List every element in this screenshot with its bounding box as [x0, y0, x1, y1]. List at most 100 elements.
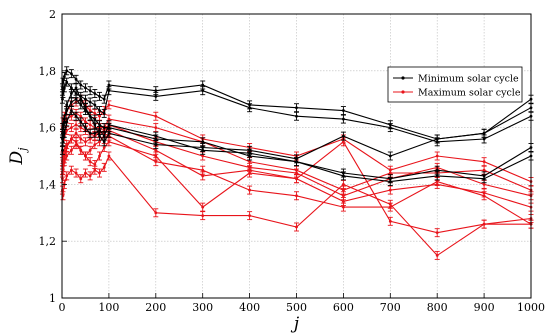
data-point — [295, 160, 298, 164]
x-tick-label: 400 — [239, 301, 260, 314]
y-tick-label: 1,2 — [39, 235, 57, 248]
data-point — [84, 140, 87, 144]
series-11 — [59, 151, 534, 260]
data-point — [482, 177, 486, 181]
data-point — [65, 154, 69, 158]
data-point — [482, 168, 486, 172]
data-point — [98, 140, 101, 144]
data-point — [342, 188, 345, 192]
data-point — [295, 171, 298, 175]
series-layer — [59, 66, 534, 260]
series-10 — [59, 134, 534, 238]
data-point — [69, 72, 73, 76]
data-point — [79, 120, 83, 124]
data-point — [84, 171, 87, 175]
data-point — [69, 168, 73, 172]
data-point — [79, 103, 83, 107]
data-point — [93, 131, 97, 135]
data-point — [88, 109, 92, 112]
data-point — [107, 154, 111, 158]
data-point — [88, 174, 92, 178]
data-point — [342, 183, 345, 186]
data-point — [388, 180, 392, 183]
data-point — [435, 231, 439, 235]
data-point — [98, 114, 101, 118]
data-point — [482, 137, 486, 141]
legend-label-minimum: Minimum solar cycle — [418, 74, 519, 85]
data-point — [342, 134, 345, 138]
data-point — [93, 103, 97, 107]
y-axis-symbol: D — [7, 151, 27, 166]
data-point — [65, 120, 69, 124]
data-point — [69, 137, 73, 141]
data-point — [93, 168, 97, 172]
legend-entry-minimum: Minimum solar cycle — [393, 74, 519, 85]
data-point — [74, 171, 78, 175]
data-point — [93, 163, 97, 166]
data-point — [201, 205, 205, 209]
legend-marker-minimum — [401, 76, 405, 80]
data-point — [102, 134, 106, 138]
data-point — [248, 106, 252, 110]
data-point — [98, 129, 101, 132]
x-axis-title: j — [290, 314, 300, 333]
data-point — [88, 89, 92, 93]
data-point — [482, 194, 486, 198]
data-point — [88, 160, 92, 164]
data-point — [69, 109, 73, 112]
data-point — [154, 137, 158, 141]
data-point — [93, 117, 97, 121]
legend: Minimum solar cycle Maximum solar cycle — [387, 66, 523, 103]
data-point — [201, 174, 205, 178]
data-point — [388, 126, 392, 129]
data-point — [107, 103, 111, 107]
data-point — [74, 92, 78, 95]
data-point — [62, 117, 66, 121]
data-point — [84, 86, 87, 90]
data-point — [154, 94, 158, 98]
data-point — [388, 171, 392, 175]
data-point — [388, 202, 392, 206]
x-tick-label: 600 — [333, 301, 354, 314]
y-tick-label: 1 — [49, 292, 56, 305]
data-point — [84, 154, 87, 158]
x-tick-label: 200 — [145, 301, 166, 314]
data-point — [69, 92, 73, 95]
data-point — [69, 126, 73, 129]
x-tick-label: 700 — [380, 301, 401, 314]
data-point — [98, 94, 101, 98]
legend-marker-maximum — [401, 90, 405, 94]
data-point — [65, 129, 69, 132]
y-tick-label: 1,8 — [39, 65, 57, 78]
ticks-layer: 0 100 200 300 400 500 600 700 800 900 1000 1 1,2 1,4 1… — [39, 8, 546, 314]
data-point — [93, 123, 97, 127]
data-point — [342, 194, 345, 198]
data-point — [107, 126, 111, 129]
data-point — [388, 154, 392, 158]
y-tick-label: 2 — [49, 8, 56, 21]
data-point — [65, 174, 69, 178]
data-point — [248, 188, 252, 192]
data-point — [342, 205, 345, 209]
data-point — [69, 100, 73, 104]
data-point — [248, 154, 252, 158]
data-point — [435, 168, 439, 172]
data-point — [154, 126, 158, 129]
data-point — [435, 137, 439, 141]
series-line — [61, 81, 532, 143]
data-point — [295, 177, 298, 181]
data-point — [102, 146, 106, 149]
data-point — [74, 114, 78, 118]
data-point — [154, 148, 158, 152]
data-point — [62, 75, 66, 78]
data-point — [79, 137, 83, 141]
data-point — [248, 171, 252, 175]
data-point — [154, 154, 158, 158]
data-point — [107, 117, 111, 121]
series-line — [61, 86, 532, 160]
data-point — [79, 83, 83, 87]
data-point — [79, 148, 83, 152]
data-point — [98, 154, 101, 158]
data-point — [88, 131, 92, 135]
